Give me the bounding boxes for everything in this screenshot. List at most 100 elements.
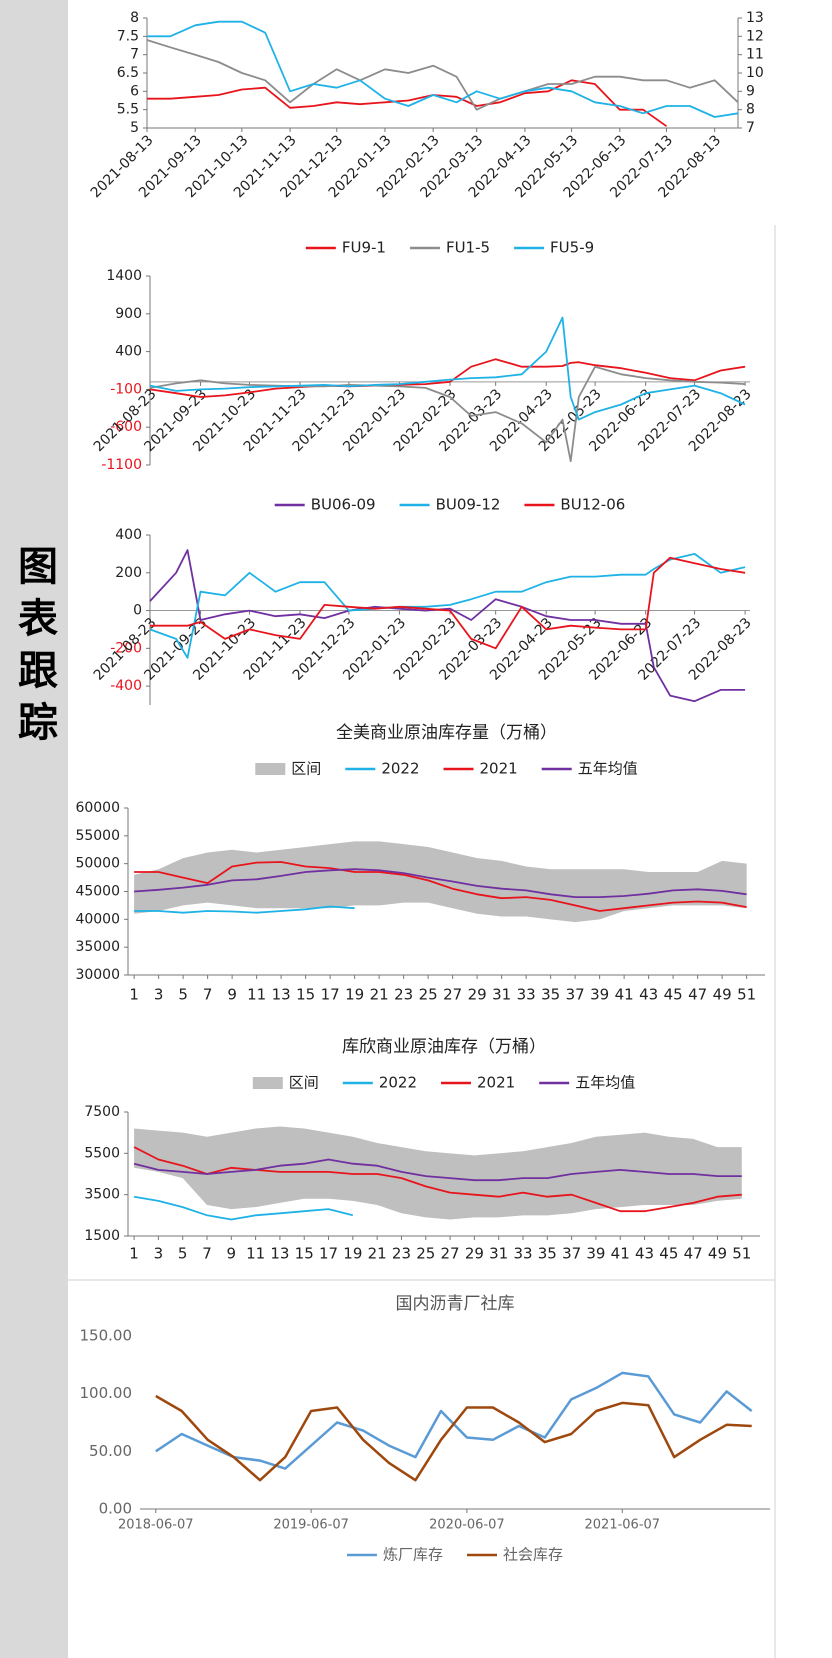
legend-label: BU09-12 [436,496,501,514]
x-tick-label: 21 [370,986,389,1004]
y-tick-label: 5 [130,120,139,136]
legend-label: 炼厂库存 [383,1546,443,1564]
x-tick-label: 41 [615,986,634,1004]
x-tick-label: 47 [684,1245,703,1263]
y2-tick-label: 13 [746,10,764,26]
x-tick-label: 21 [368,1245,387,1263]
range-band [134,841,747,923]
x-tick-label: 39 [590,986,609,1004]
y-tick-label: -100 [110,381,142,397]
y-tick-label: 50000 [75,856,120,872]
chart-title: 全美商业原油库存量（万桶） [336,723,557,743]
x-tick-label: 15 [296,986,315,1004]
series-line [149,553,746,659]
x-tick-label: 17 [321,986,340,1004]
x-tick-label: 29 [465,1245,484,1263]
x-tick-label: 43 [635,1245,654,1263]
legend-label: 2021 [477,1074,515,1092]
x-tick-label: 51 [732,1245,751,1263]
x-tick-label: 49 [708,1245,727,1263]
y-tick-label: -400 [110,678,142,694]
x-tick-label: 33 [517,986,536,1004]
y2-tick-label: 12 [746,28,764,44]
y2-tick-label: 9 [746,83,755,99]
y-tick-label: -1100 [101,457,142,473]
x-tick-label: 37 [566,986,585,1004]
legend: BU06-09 BU09-12 BU12-06 [274,496,625,514]
x-tick-label: 31 [489,1245,508,1263]
y-tick-label: 200 [115,565,142,581]
series-line [150,556,746,650]
y2-tick-label: 8 [746,102,755,118]
y-tick-label: 7500 [84,1104,120,1120]
x-tick-label: 1 [129,986,139,1004]
series-line [149,365,746,463]
legend-label: 区间 [291,760,321,778]
x-tick-label: 33 [513,1245,532,1263]
x-tick-label: 19 [343,1245,362,1263]
legend: 区间 2022 2021 五年均值 [255,760,638,778]
series-line [146,39,739,111]
y-tick-label: 8 [130,10,139,26]
series-line [133,1146,742,1213]
x-tick-label: 47 [688,986,707,1004]
legend-label: 社会库存 [503,1546,563,1564]
x-tick-label: 2019-06-07 [273,1518,349,1533]
y-tick-label: 0 [133,603,142,619]
series-line [149,358,746,398]
range-band [134,1126,742,1220]
legend-label: 2021 [480,760,518,778]
x-tick-label: 13 [272,986,291,1004]
x-tick-label: 2020-06-07 [429,1518,505,1533]
x-tick-label: 25 [419,986,438,1004]
x-tick-label: 9 [227,1245,237,1263]
x-tick-label: 2018-06-07 [118,1518,194,1533]
x-tick-label: 35 [538,1245,557,1263]
y-tick-label: 400 [115,527,142,543]
sidebar [0,0,68,1658]
y-tick-label: 150.00 [80,1327,133,1345]
y-tick-label: 35000 [75,939,120,955]
series-line [133,1158,742,1182]
series-line [134,861,747,912]
x-tick-label: 37 [562,1245,581,1263]
y2-tick-label: 7 [746,120,755,136]
legend-label: 五年均值 [578,760,638,778]
x-tick-label: 2021-06-07 [585,1518,661,1533]
legend-label: FU1-5 [446,239,490,257]
legend-swatch [252,1077,283,1089]
chart-title: 库欣商业原油库存（万桶） [342,1037,546,1057]
series-line [149,316,746,421]
x-tick-label: 35 [541,986,560,1004]
y-tick-label: 900 [115,306,142,322]
legend-label: 2022 [379,1074,417,1092]
x-tick-label: 27 [443,986,462,1004]
series-line [147,20,739,118]
x-tick-label: 23 [394,986,413,1004]
y-tick-label: 45000 [75,884,120,900]
series-line [149,549,746,703]
x-tick-label: 11 [247,986,266,1004]
x-tick-label: 1 [129,1245,139,1263]
legend-label: BU06-09 [311,496,376,514]
legend-label: 2022 [381,760,419,778]
y-tick-label: -200 [110,640,142,656]
series-line [134,905,355,914]
legend: 炼厂库存 社会库存 [346,1546,563,1564]
x-tick-label: 43 [639,986,658,1004]
x-tick-label: 17 [319,1245,338,1263]
x-tick-label: 7 [203,986,213,1004]
series-line [155,1394,752,1482]
series-line [133,1195,354,1221]
y-tick-label: 5.5 [117,102,139,118]
x-tick-label: 5 [178,1245,188,1263]
y-tick-label: 400 [115,344,142,360]
x-tick-label: 39 [586,1245,605,1263]
legend-label: 区间 [289,1074,319,1092]
y-tick-label: 40000 [75,911,120,927]
sidebar-title: 图表跟踪 [11,545,58,753]
series-line [147,79,668,127]
x-tick-label: 9 [227,986,237,1004]
x-tick-label: 13 [270,1245,289,1263]
